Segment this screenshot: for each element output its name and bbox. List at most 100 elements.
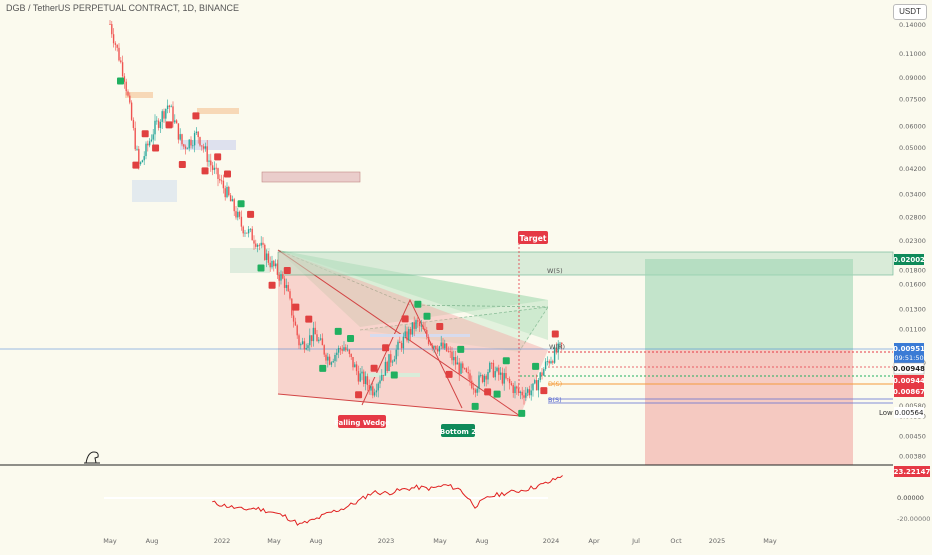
price-axis-label: 0.01300 [899, 305, 926, 313]
candle-body [519, 391, 522, 393]
candle-body [485, 375, 487, 380]
candle-body [141, 160, 144, 163]
candle-body [413, 322, 415, 329]
candle-body [300, 344, 302, 346]
candle-body [224, 188, 226, 198]
candle-body [256, 244, 259, 247]
candle-body [280, 274, 282, 281]
swing-tag [268, 281, 276, 289]
candle-body [170, 106, 172, 108]
candle-body [246, 232, 248, 234]
swing-tag [423, 312, 431, 320]
candle-body [476, 388, 478, 393]
candle-body [166, 105, 169, 110]
time-axis[interactable]: May Aug 2022 May Aug 2023 May Aug 2024 Apr Jul Oct 2… [103, 537, 777, 545]
candle-body [361, 371, 363, 374]
b-s-label: B(S) [548, 396, 562, 404]
candle-body [210, 160, 212, 166]
swing-tag [355, 391, 363, 399]
candle-body [303, 341, 306, 350]
candle-body [132, 119, 135, 128]
price-scale[interactable] [893, 0, 932, 550]
swing-tag [117, 77, 124, 85]
candle-body [546, 361, 549, 362]
candle-body [120, 60, 122, 63]
level-c-badge: 0.00867 [893, 386, 925, 397]
time-axis-label: 2022 [214, 537, 231, 545]
swing-tag [445, 370, 453, 378]
candle-body [510, 383, 513, 386]
time-axis-label: Apr [588, 537, 600, 545]
candle-body [219, 178, 221, 181]
candle-body [354, 364, 356, 368]
swing-tag [401, 315, 409, 323]
candle-body [544, 361, 547, 370]
target-tag[interactable]: Target [518, 231, 548, 244]
time-axis-label: Aug [146, 537, 159, 545]
swing-tag [305, 315, 313, 323]
candle-body [253, 240, 255, 244]
candle-body [240, 216, 243, 227]
candle-body [424, 329, 426, 330]
time-axis-label: Aug [310, 537, 323, 545]
candle-body [181, 134, 183, 145]
candle-body [249, 228, 252, 230]
position-loss-zone [645, 350, 853, 465]
swing-tag [457, 345, 465, 353]
candle-body [548, 361, 550, 364]
candle-body [460, 363, 462, 374]
candle-body [478, 375, 480, 389]
candle-body [238, 211, 241, 217]
candle-body [307, 345, 309, 348]
bottom2-tag[interactable]: Bottom 2 [440, 424, 476, 437]
level-a-badge: 0.00948 [893, 362, 925, 375]
candle-body [118, 47, 120, 61]
candle-body [265, 253, 268, 260]
falling-wedge-tag[interactable]: Falling Wedge [334, 415, 390, 428]
candle-body [157, 120, 160, 128]
candle-body [123, 76, 126, 82]
candle-body [237, 211, 239, 218]
last-price-badge: 0.00951 09:51:50 [893, 343, 925, 363]
bottom2-label: Bottom 2 [440, 428, 476, 436]
currency-button[interactable]: USDT [893, 4, 927, 20]
candle-body [262, 242, 264, 245]
price-axis-label: 0.00380 [899, 453, 926, 461]
candle-body [530, 390, 532, 396]
swing-tag [518, 409, 526, 417]
candle-body [271, 260, 273, 268]
candle-body [129, 95, 131, 103]
candle-body [521, 391, 523, 396]
candle-body [393, 359, 396, 362]
price-axis-label: 0.03400 [899, 190, 926, 198]
candle-body [388, 354, 390, 371]
candle-body [490, 362, 493, 364]
candle-body [514, 386, 516, 394]
candle-body [190, 139, 192, 146]
swing-tag [334, 327, 342, 335]
candle-body [147, 143, 149, 146]
indicator-axis-zero: 0.00000 [897, 494, 924, 502]
candle-body [183, 144, 185, 147]
candle-body [109, 23, 111, 25]
candle-body [496, 367, 498, 372]
candle-body [161, 111, 163, 122]
candle-body [357, 371, 360, 382]
candle-body [341, 349, 343, 351]
candle-body [449, 351, 451, 353]
candle-body [278, 274, 280, 281]
time-axis-label: May [267, 537, 281, 545]
candle-body [139, 162, 142, 165]
price-axis-label: 0.01800 [899, 266, 926, 274]
candle-body [332, 361, 334, 363]
swing-tag [152, 144, 160, 152]
candle-body [231, 199, 234, 202]
candle-body [184, 146, 187, 149]
candle-body [555, 347, 558, 353]
level-a-text: 0.00948 [893, 365, 925, 373]
candle-body [400, 343, 403, 349]
candle-body [127, 91, 129, 96]
d-s-label: D(S) [548, 380, 562, 388]
